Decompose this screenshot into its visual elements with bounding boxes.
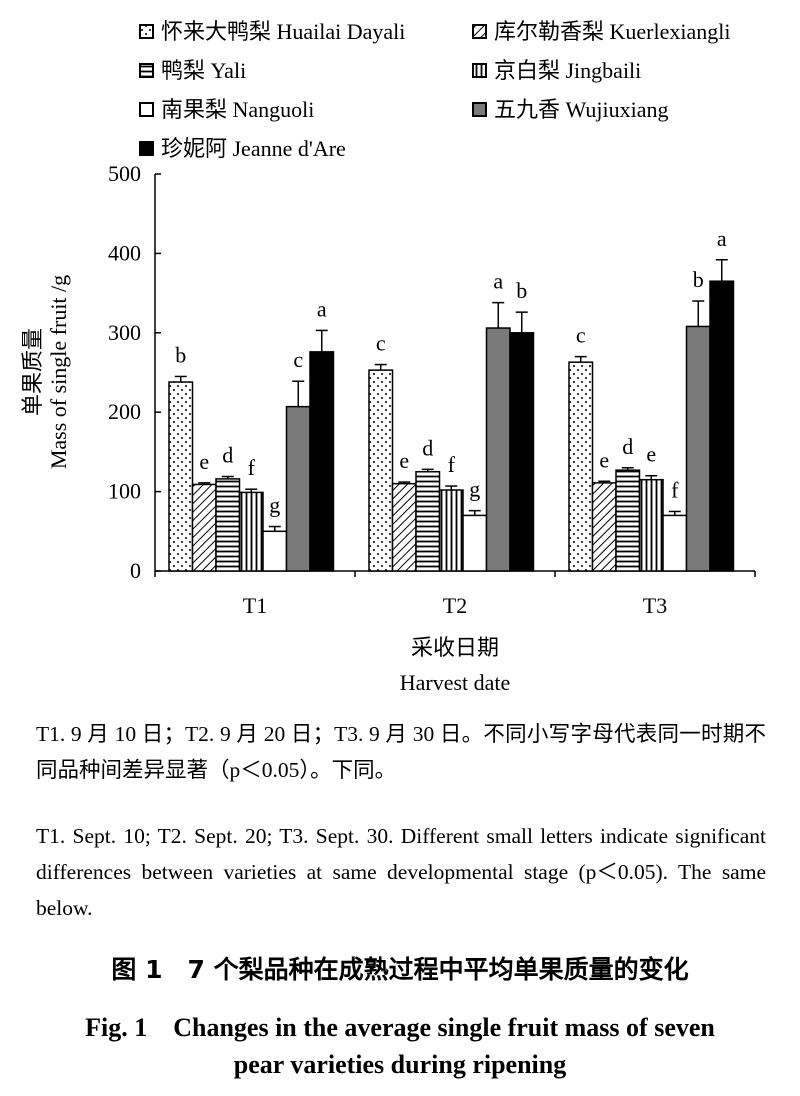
significance-letter: a	[717, 226, 727, 251]
x-axis-title-cn: 采收日期	[411, 635, 499, 660]
significance-letter: c	[293, 347, 303, 372]
axes: 0 100 200 300 400 500 单果质量 Mass of single fruit…	[20, 161, 756, 695]
legend-swatch	[472, 102, 487, 117]
figure-caption-en-line1: Fig. 1 Changes in the average single fru…	[85, 1013, 715, 1042]
significance-letter: b	[516, 278, 527, 303]
bar	[662, 514, 688, 572]
bar	[262, 530, 288, 572]
bar	[168, 381, 194, 572]
significance-letter: a	[317, 296, 327, 321]
significance-letter: b	[175, 342, 186, 367]
legend-swatch	[139, 102, 154, 117]
y-tick-label: 100	[108, 479, 141, 504]
legend-swatch	[139, 141, 154, 156]
y-tick-label: 400	[108, 240, 141, 265]
significance-letter: e	[399, 448, 409, 473]
significance-letter: f	[248, 455, 256, 480]
y-tick-label: 0	[130, 558, 141, 583]
y-tick-label: 200	[108, 399, 141, 424]
legend-label: 五九香 Wujiuxiang	[494, 97, 669, 122]
significance-letter: f	[671, 477, 679, 502]
bar	[438, 489, 464, 572]
legend-swatch	[472, 24, 487, 39]
bar	[215, 478, 241, 572]
y-tick-label: 300	[108, 320, 141, 345]
significance-letter: g	[469, 477, 480, 502]
significance-letter: a	[493, 269, 503, 294]
y-axis-title-en: Mass of single fruit /g	[46, 275, 71, 469]
bar	[615, 469, 641, 572]
legend-swatch	[139, 63, 154, 78]
bar	[238, 491, 264, 572]
y-axis-title-cn: 单果质量	[20, 328, 45, 416]
legend: 怀来大鸭梨 Huailai Dayali 库尔勒香梨 Kuerlexiangli 鸭…	[139, 19, 730, 161]
figure-caption-en-line2: pear varieties during ripening	[233, 1050, 567, 1079]
bar	[309, 351, 335, 572]
bar	[591, 482, 617, 572]
significance-letter: e	[646, 442, 656, 467]
bar	[485, 327, 511, 572]
bar	[685, 325, 711, 572]
x-tick-label: T3	[643, 593, 667, 618]
significance-letter: c	[376, 331, 386, 356]
bar	[368, 369, 394, 572]
significance-letter: g	[269, 493, 280, 518]
bar	[415, 471, 441, 572]
significance-letter: e	[599, 447, 609, 472]
x-tick-label: T2	[443, 593, 467, 618]
bar	[509, 332, 535, 572]
significance-letter: e	[199, 449, 209, 474]
legend-label: 库尔勒香梨 Kuerlexiangli	[494, 19, 730, 44]
figure-note-en: T1. Sept. 10; T2. Sept. 20; T3. Sept. 30…	[36, 824, 766, 920]
legend-label: 京白梨 Jingbaili	[494, 58, 641, 83]
y-tick-label: 500	[108, 161, 141, 186]
bar	[462, 514, 488, 572]
significance-letter: f	[448, 452, 456, 477]
significance-letter: c	[576, 323, 586, 348]
bar	[191, 483, 217, 572]
bar	[568, 361, 594, 572]
bar	[709, 280, 735, 572]
legend-swatch	[472, 63, 487, 78]
figure-note-cn: T1. 9 月 10 日；T2. 9 月 20 日；T3. 9 月 30 日。不…	[36, 722, 766, 782]
bar	[285, 405, 311, 572]
legend-label: 鸭梨 Yali	[161, 58, 246, 83]
bar	[391, 482, 417, 572]
significance-letter: d	[422, 435, 433, 460]
x-tick-label: T1	[243, 593, 267, 618]
legend-swatch	[139, 24, 154, 39]
figure-caption-cn: 图 1 7 个梨品种在成熟过程中平均单果质量的变化	[111, 955, 689, 984]
bar-chart: 怀来大鸭梨 Huailai Dayali 库尔勒香梨 Kuerlexiangli 鸭…	[20, 19, 756, 695]
significance-letter: b	[693, 267, 704, 292]
legend-label: 怀来大鸭梨 Huailai Dayali	[161, 19, 405, 44]
significance-letter: d	[222, 443, 233, 468]
legend-label: 南果梨 Nanguoli	[161, 97, 314, 122]
legend-label: 珍妮阿 Jeanne d'Are	[161, 136, 346, 161]
bar	[638, 478, 664, 572]
significance-letter: d	[622, 434, 633, 459]
x-axis-title-en: Harvest date	[400, 670, 511, 695]
